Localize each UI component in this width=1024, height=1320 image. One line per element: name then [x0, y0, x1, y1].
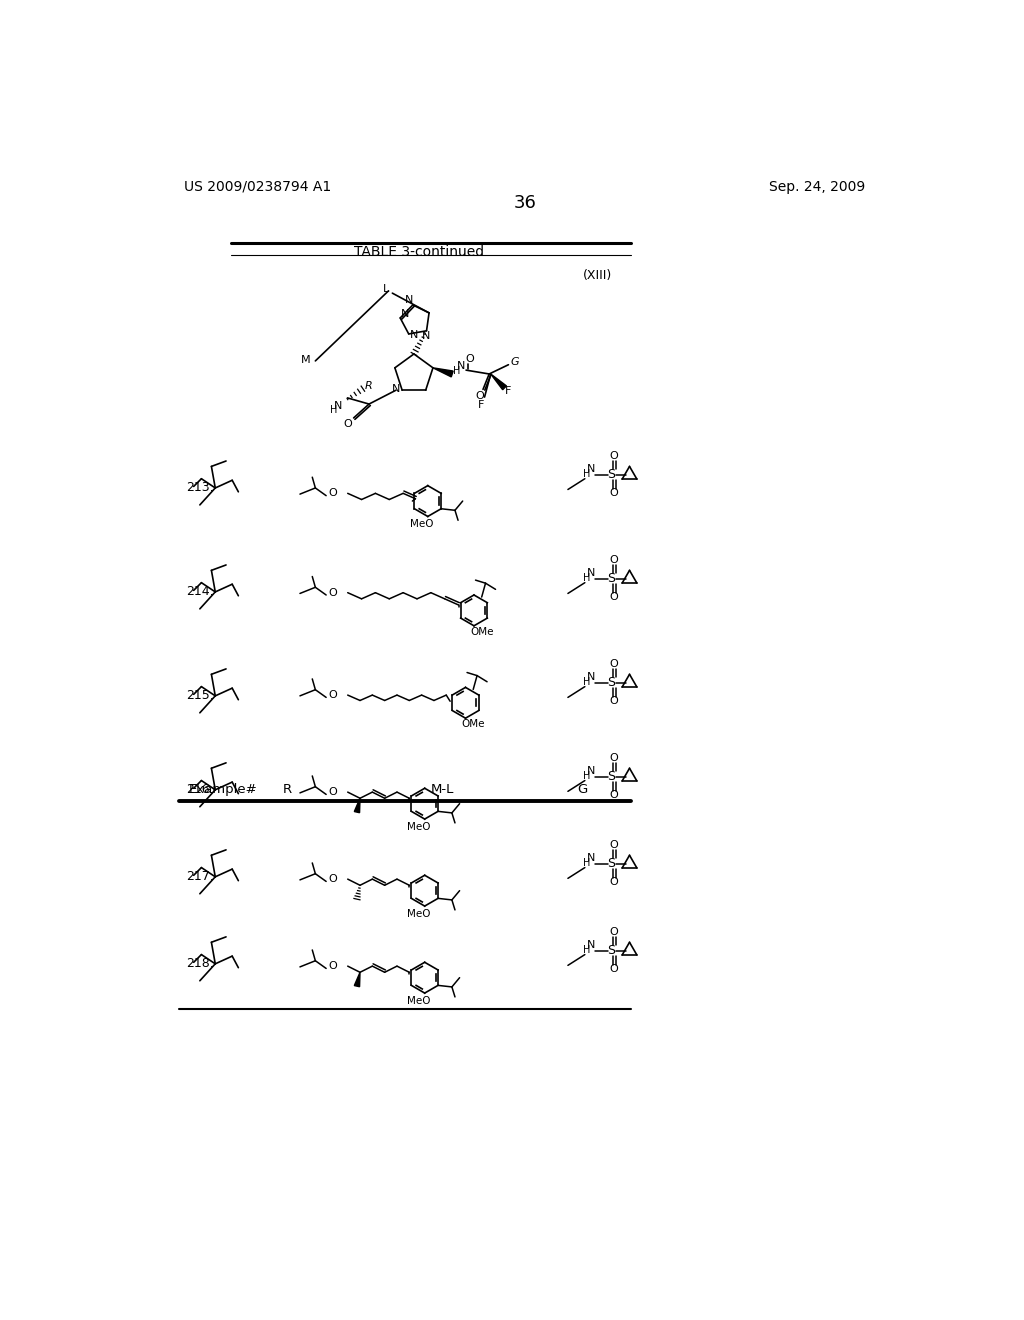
Text: H: H	[583, 945, 590, 954]
Text: L: L	[383, 284, 389, 294]
Text: O: O	[328, 874, 337, 884]
Text: N: N	[587, 853, 595, 863]
Text: S: S	[607, 573, 615, 585]
Text: H: H	[330, 405, 337, 416]
Polygon shape	[354, 799, 360, 813]
Text: N: N	[422, 331, 431, 341]
Text: S: S	[607, 944, 615, 957]
Text: O: O	[343, 418, 352, 429]
Text: G: G	[510, 358, 519, 367]
Text: O: O	[609, 791, 618, 800]
Text: N: N	[587, 465, 595, 474]
Text: R: R	[283, 783, 292, 796]
Text: M: M	[300, 355, 310, 366]
Text: M-L: M-L	[431, 783, 455, 796]
Text: R: R	[366, 381, 373, 391]
Text: G: G	[578, 783, 588, 796]
Text: N: N	[392, 384, 400, 393]
Text: O: O	[328, 961, 337, 972]
Text: O: O	[609, 964, 618, 974]
Text: O: O	[609, 488, 618, 499]
Text: N: N	[458, 362, 466, 371]
Text: H: H	[583, 469, 590, 479]
Text: O: O	[609, 556, 618, 565]
Text: H: H	[583, 771, 590, 781]
Text: N: N	[587, 672, 595, 682]
Text: O: O	[328, 787, 337, 797]
Text: O: O	[328, 488, 337, 499]
Text: F: F	[477, 400, 484, 409]
Text: 218.: 218.	[186, 957, 214, 970]
Text: MeO: MeO	[407, 822, 430, 832]
Text: N: N	[587, 569, 595, 578]
Text: O: O	[609, 841, 618, 850]
Text: MeO: MeO	[407, 995, 430, 1006]
Text: H: H	[583, 573, 590, 583]
Text: N: N	[404, 296, 413, 305]
Text: N: N	[587, 940, 595, 950]
Text: O: O	[609, 593, 618, 602]
Text: O: O	[475, 391, 484, 400]
Polygon shape	[354, 973, 360, 987]
Text: O: O	[466, 354, 474, 363]
Text: 216.: 216.	[186, 783, 214, 796]
Polygon shape	[490, 374, 507, 389]
Text: O: O	[609, 754, 618, 763]
Text: N: N	[400, 309, 409, 319]
Text: US 2009/0238794 A1: US 2009/0238794 A1	[184, 180, 332, 194]
Text: S: S	[607, 469, 615, 482]
Text: 215.: 215.	[186, 689, 214, 702]
Text: 36: 36	[513, 194, 537, 213]
Text: 214.: 214.	[186, 585, 214, 598]
Text: O: O	[609, 659, 618, 669]
Text: N: N	[410, 330, 418, 341]
Text: Example#: Example#	[188, 783, 257, 796]
Text: Sep. 24, 2009: Sep. 24, 2009	[769, 180, 865, 194]
Text: OMe: OMe	[462, 719, 485, 730]
Text: O: O	[328, 690, 337, 700]
Text: F: F	[505, 385, 511, 396]
Text: S: S	[607, 676, 615, 689]
Text: S: S	[607, 857, 615, 870]
Text: N: N	[334, 400, 342, 411]
Text: MeO: MeO	[407, 908, 430, 919]
Text: 213.: 213.	[186, 482, 214, 495]
Polygon shape	[433, 368, 454, 378]
Text: O: O	[328, 587, 337, 598]
Text: (XIII): (XIII)	[584, 269, 612, 282]
Text: H: H	[583, 858, 590, 869]
Text: OMe: OMe	[470, 627, 494, 638]
Text: N: N	[587, 767, 595, 776]
Text: S: S	[607, 770, 615, 783]
Text: TABLE 3-continued: TABLE 3-continued	[354, 246, 484, 259]
Text: 217.: 217.	[186, 870, 214, 883]
Text: O: O	[609, 927, 618, 937]
Text: MeO: MeO	[410, 519, 433, 529]
Text: H: H	[583, 677, 590, 686]
Text: O: O	[609, 451, 618, 462]
Text: O: O	[609, 696, 618, 706]
Text: H: H	[454, 366, 461, 376]
Text: O: O	[609, 878, 618, 887]
